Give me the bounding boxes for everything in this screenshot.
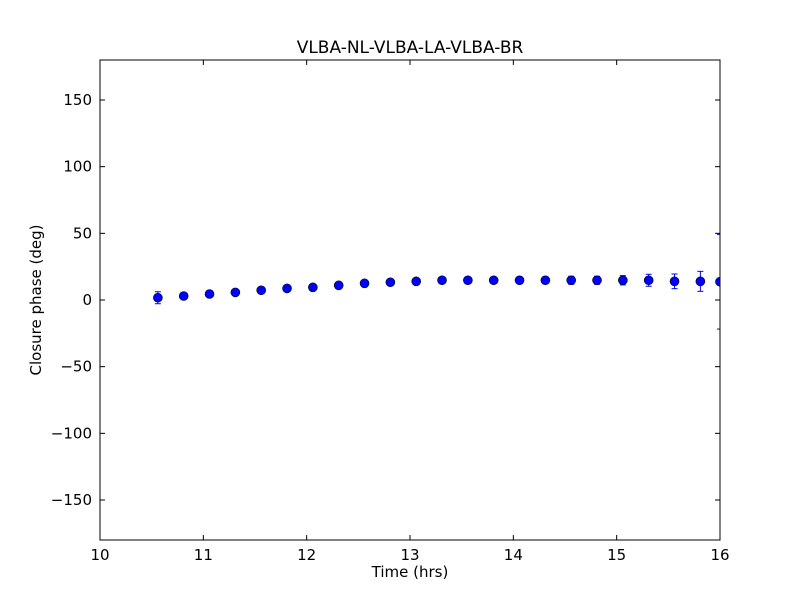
data-point xyxy=(411,276,422,287)
y-tick-label: 50 xyxy=(73,224,92,242)
data-point xyxy=(715,276,720,287)
data-point xyxy=(153,292,163,303)
data-point xyxy=(256,285,267,296)
x-tick-label: 16 xyxy=(710,546,729,564)
y-tick-label: 100 xyxy=(63,158,92,176)
y-tick-label: −150 xyxy=(51,491,92,509)
data-point xyxy=(514,275,525,286)
data-point xyxy=(669,276,680,287)
x-tick-label: 13 xyxy=(400,546,419,564)
data-point xyxy=(178,291,189,301)
plot-frame xyxy=(99,59,721,541)
y-tick-label: 150 xyxy=(63,91,92,109)
x-tick-label: 15 xyxy=(607,546,626,564)
chart-title: VLBA-NL-VLBA-LA-VLBA-BR xyxy=(297,38,524,58)
data-point xyxy=(230,287,241,298)
data-point xyxy=(592,275,602,286)
data-point xyxy=(359,278,370,289)
y-tick-label: −100 xyxy=(51,424,92,442)
data-point xyxy=(488,275,499,286)
y-axis-label: Closure phase (deg) xyxy=(27,225,45,376)
data-point xyxy=(618,275,628,286)
data-point xyxy=(308,282,318,293)
x-tick-label: 14 xyxy=(504,546,523,564)
data-point xyxy=(463,275,473,286)
data-point xyxy=(437,275,447,286)
data-point xyxy=(333,280,344,291)
x-tick-label: 12 xyxy=(297,546,316,564)
data-point xyxy=(695,276,706,287)
y-tick-label: −50 xyxy=(60,358,92,376)
data-point xyxy=(540,275,551,286)
data-point xyxy=(282,283,292,294)
x-tick-label: 11 xyxy=(194,546,213,564)
data-point xyxy=(204,289,215,299)
data-point xyxy=(566,275,577,286)
x-tick-label: 10 xyxy=(90,546,109,564)
x-axis-label: Time (hrs) xyxy=(371,563,449,581)
data-point xyxy=(385,277,396,288)
data-point xyxy=(643,275,654,286)
y-tick-label: 0 xyxy=(82,291,92,309)
